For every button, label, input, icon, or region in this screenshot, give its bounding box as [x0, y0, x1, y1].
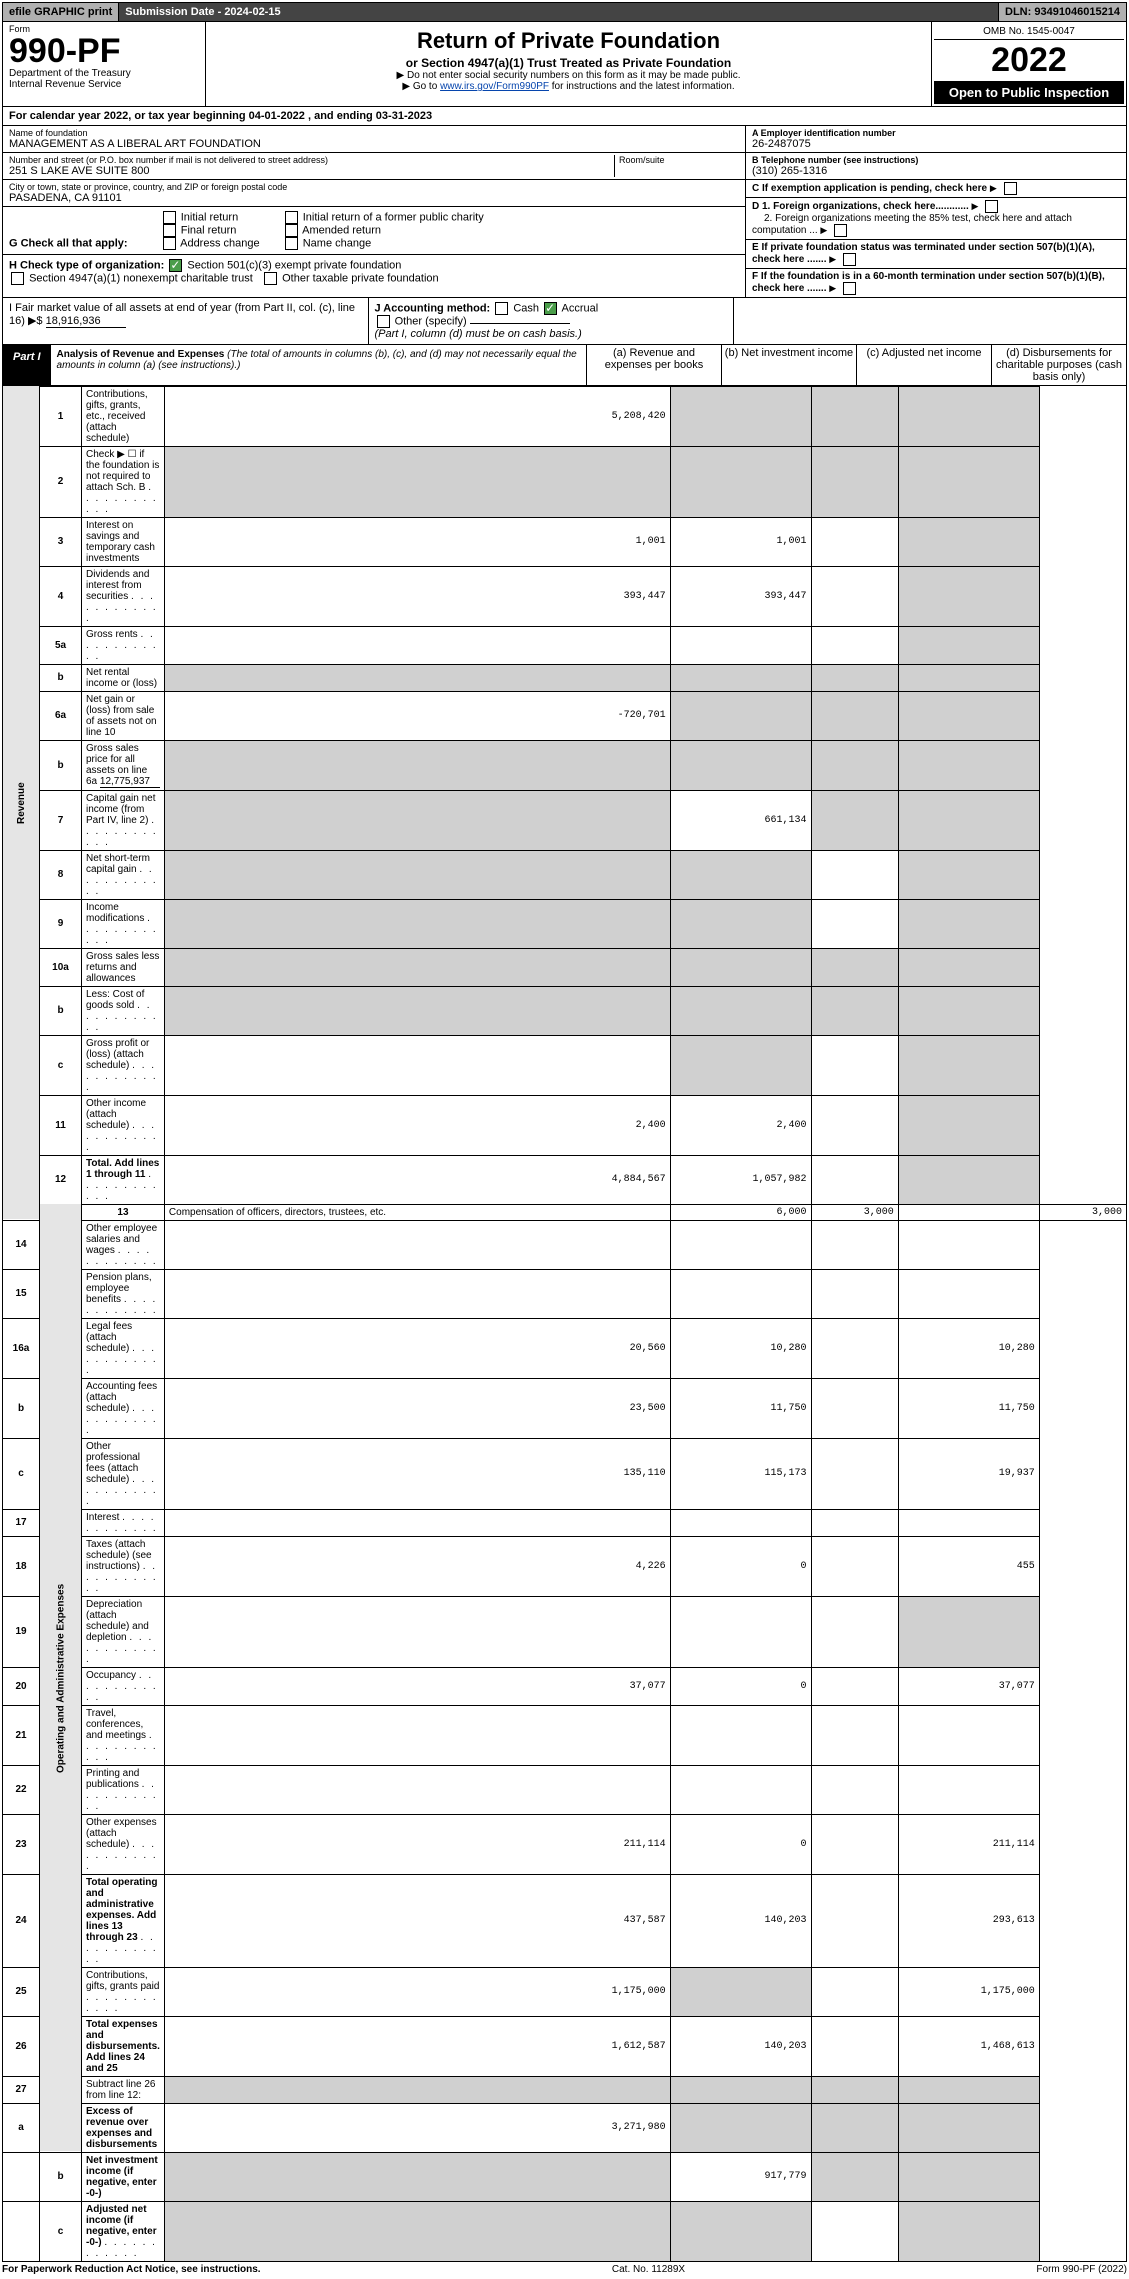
c-label: C If exemption application is pending, c…: [752, 183, 987, 194]
submission-date: Submission Date - 2024-02-15: [119, 3, 999, 21]
chk-other-taxable[interactable]: [264, 272, 277, 285]
name-label: Name of foundation: [9, 128, 739, 138]
form-title: Return of Private Foundation: [210, 28, 927, 54]
footer-left: For Paperwork Reduction Act Notice, see …: [2, 2264, 261, 2275]
dln: DLN: 93491046015214: [999, 3, 1126, 21]
chk-cash[interactable]: [495, 302, 508, 315]
chk-name-change[interactable]: [285, 237, 298, 250]
room-label: Room/suite: [619, 155, 739, 165]
chk-other-method[interactable]: [377, 315, 390, 328]
part1-table: Revenue 1Contributions, gifts, grants, e…: [2, 386, 1127, 2262]
e-label: E If private foundation status was termi…: [752, 242, 1095, 265]
form-subtitle: or Section 4947(a)(1) Trust Treated as P…: [210, 56, 927, 70]
identification-block: Name of foundation MANAGEMENT AS A LIBER…: [2, 126, 1127, 298]
chk-4947[interactable]: [11, 272, 24, 285]
col-c-hdr: (c) Adjusted net income: [856, 345, 991, 385]
chk-addr-change[interactable]: [163, 237, 176, 250]
chk-final[interactable]: [163, 224, 176, 237]
g-check-row: G Check all that apply: Initial return F…: [3, 207, 745, 255]
addr-label: Number and street (or P.O. box number if…: [9, 155, 614, 165]
revenue-tab: Revenue: [3, 386, 40, 1220]
note-ssn: ▶ Do not enter social security numbers o…: [210, 70, 927, 81]
phone-label: B Telephone number (see instructions): [752, 155, 918, 165]
chk-initial-former[interactable]: [285, 211, 298, 224]
chk-d1[interactable]: [985, 200, 998, 213]
part1-header: Part I Analysis of Revenue and Expenses …: [2, 345, 1127, 386]
phone-value: (310) 265-1316: [752, 165, 1120, 177]
chk-accrual[interactable]: [544, 302, 557, 315]
j-note: (Part I, column (d) must be on cash basi…: [375, 328, 582, 340]
irs-label: Internal Revenue Service: [9, 79, 199, 90]
expenses-tab: Operating and Administrative Expenses: [40, 1204, 82, 2152]
d2-label: 2. Foreign organizations meeting the 85%…: [752, 213, 1072, 236]
irs-link[interactable]: www.irs.gov/Form990PF: [440, 81, 549, 92]
footer-mid: Cat. No. 11289X: [612, 2264, 685, 2275]
chk-c[interactable]: [1004, 182, 1017, 195]
omb-number: OMB No. 1545-0047: [934, 24, 1124, 40]
city-label: City or town, state or province, country…: [9, 182, 739, 192]
footer-right: Form 990-PF (2022): [1036, 2264, 1127, 2275]
city-state-zip: PASADENA, CA 91101: [9, 192, 739, 204]
ein-value: 26-2487075: [752, 138, 1120, 150]
chk-d2[interactable]: [834, 224, 847, 237]
d1-label: D 1. Foreign organizations, check here..…: [752, 201, 969, 212]
form-header: Form 990-PF Department of the Treasury I…: [2, 22, 1127, 107]
part1-tag: Part I: [3, 345, 51, 385]
part1-title: Analysis of Revenue and Expenses: [57, 349, 225, 360]
page-footer: For Paperwork Reduction Act Notice, see …: [2, 2262, 1127, 2277]
i-j-row: I Fair market value of all assets at end…: [2, 298, 1127, 345]
h-check-row: H Check type of organization: Section 50…: [3, 255, 745, 289]
tax-year: 2022: [934, 40, 1124, 81]
inspection-badge: Open to Public Inspection: [934, 81, 1124, 104]
calendar-year-row: For calendar year 2022, or tax year begi…: [2, 107, 1127, 126]
form-number: 990-PF: [9, 34, 199, 68]
note-link: ▶ Go to www.irs.gov/Form990PF for instru…: [210, 81, 927, 92]
col-d-hdr: (d) Disbursements for charitable purpose…: [991, 345, 1126, 385]
col-b-hdr: (b) Net investment income: [721, 345, 856, 385]
ein-label: A Employer identification number: [752, 128, 896, 138]
chk-501c3[interactable]: [169, 259, 182, 272]
chk-e[interactable]: [843, 253, 856, 266]
j-label: J Accounting method:: [375, 302, 491, 314]
chk-amended[interactable]: [285, 224, 298, 237]
efile-label[interactable]: efile GRAPHIC print: [3, 3, 119, 21]
top-bar: efile GRAPHIC print Submission Date - 20…: [2, 2, 1127, 22]
dept-treasury: Department of the Treasury: [9, 68, 199, 79]
f-label: F If the foundation is in a 60-month ter…: [752, 271, 1105, 294]
street-address: 251 S LAKE AVE SUITE 800: [9, 165, 614, 177]
col-a-hdr: (a) Revenue and expenses per books: [586, 345, 721, 385]
chk-initial[interactable]: [163, 211, 176, 224]
chk-f[interactable]: [843, 282, 856, 295]
foundation-name: MANAGEMENT AS A LIBERAL ART FOUNDATION: [9, 138, 739, 150]
fmv-value: 18,916,936: [46, 315, 126, 328]
